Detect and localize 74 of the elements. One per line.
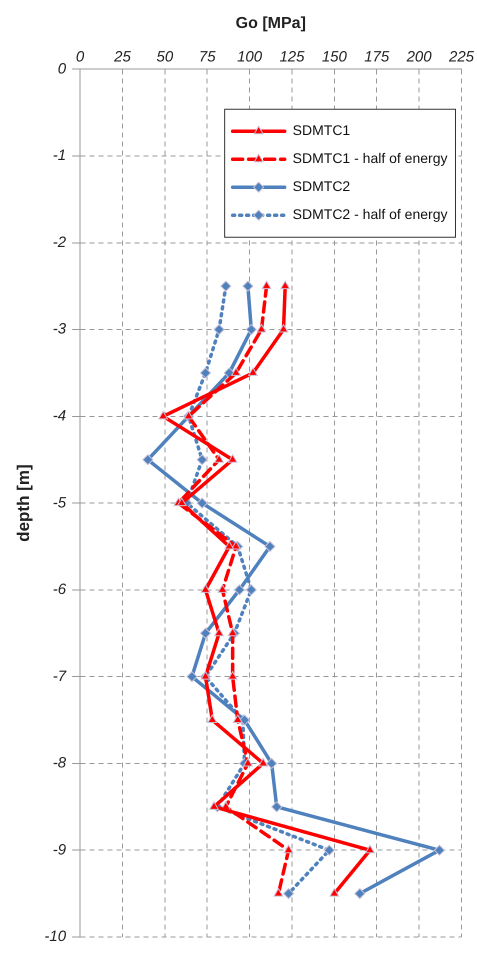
x-tick-label: 25	[113, 48, 132, 66]
point	[142, 454, 154, 466]
point	[220, 280, 232, 292]
point	[231, 540, 241, 550]
point	[246, 324, 257, 336]
point	[200, 628, 212, 639]
point	[196, 498, 208, 509]
y-axis-title: depth [m]	[14, 464, 33, 542]
point	[228, 671, 238, 680]
point	[284, 844, 294, 854]
point	[200, 367, 212, 378]
x-tick-label: 50	[156, 48, 174, 66]
point	[214, 454, 224, 463]
point	[262, 280, 272, 290]
y-tick-label: 0	[58, 60, 67, 78]
y-tick-label: -2	[52, 234, 67, 251]
y-tick-label: -6	[52, 581, 67, 598]
point	[228, 628, 238, 636]
x-tick-label: 225	[448, 48, 475, 66]
point	[234, 584, 245, 596]
point	[278, 324, 288, 333]
legend-label: SDMTC1 - half of energy	[292, 150, 448, 166]
point	[434, 844, 445, 856]
y-tick-label: -8	[52, 754, 67, 772]
y-tick-label: -3	[52, 320, 67, 338]
point	[176, 498, 187, 506]
x-tick-label: 75	[198, 48, 216, 66]
point	[196, 454, 208, 466]
point	[324, 844, 335, 856]
point	[242, 280, 254, 292]
point	[200, 584, 210, 593]
y-tick-label: -10	[44, 928, 67, 946]
x-axis-title: Go [MPa]	[236, 15, 306, 32]
point	[280, 280, 290, 290]
y-tick-label: -9	[52, 841, 67, 858]
point	[266, 758, 278, 769]
y-tick-label: -5	[52, 494, 67, 512]
x-tick-label: 200	[406, 48, 432, 66]
point	[200, 671, 210, 680]
legend-label: SDMTC2 - half of energy	[292, 206, 448, 222]
point	[186, 671, 198, 682]
point	[232, 714, 243, 724]
y-tick-label: -1	[52, 147, 66, 164]
point	[184, 410, 194, 420]
point	[258, 758, 268, 766]
x-tick-label: 175	[364, 48, 390, 66]
point	[256, 324, 266, 333]
point	[218, 584, 228, 593]
point	[246, 584, 257, 596]
point	[231, 367, 241, 376]
legend-label: SDMTC1	[292, 122, 350, 138]
point	[158, 410, 168, 420]
point	[264, 540, 276, 552]
x-tick-label: 125	[279, 48, 306, 66]
point	[214, 324, 225, 336]
legend-label: SDMTC2	[292, 178, 350, 194]
y-tick-label: -7	[52, 668, 67, 685]
point	[248, 367, 258, 376]
point	[207, 714, 218, 724]
point	[271, 801, 282, 812]
x-tick-label: 100	[237, 48, 263, 66]
point	[209, 801, 219, 810]
point	[283, 888, 294, 900]
y-tick-label: -4	[52, 407, 66, 424]
x-tick-label: 0	[76, 48, 85, 66]
point	[354, 888, 366, 900]
point	[228, 454, 238, 463]
point	[243, 758, 253, 766]
point	[365, 844, 375, 854]
point	[274, 888, 284, 897]
point	[214, 628, 224, 636]
point	[224, 540, 234, 550]
x-tick-label: 150	[322, 48, 348, 66]
point	[330, 888, 340, 897]
